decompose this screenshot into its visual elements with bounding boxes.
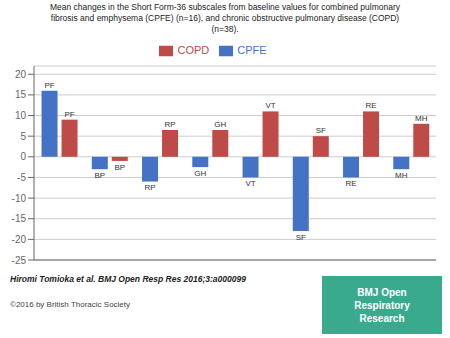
svg-text:0: 0: [20, 151, 26, 162]
svg-text:RE: RE: [345, 179, 356, 188]
html-text:Respiratory: Respiratory: [354, 299, 410, 311]
svg-text:SF: SF: [316, 126, 326, 135]
svg-text:GH: GH: [194, 169, 206, 178]
svg-text:20: 20: [15, 69, 27, 80]
svg-text:-10: -10: [12, 193, 27, 204]
svg-text:15: 15: [15, 89, 27, 100]
svg-text:-20: -20: [12, 234, 27, 245]
svg-text:10: 10: [15, 110, 27, 121]
svg-text:RE: RE: [365, 101, 376, 110]
html-text:(n=38).: (n=38).: [211, 24, 239, 34]
svg-text:-15: -15: [12, 213, 27, 224]
html-text:BMJ Open: BMJ Open: [357, 286, 407, 298]
svg-text:RP: RP: [144, 183, 155, 192]
svg-text:-5: -5: [17, 172, 26, 183]
html-text:fibrosis and emphysema (CPFE): fibrosis and emphysema (CPFE) (n=16), an…: [50, 13, 400, 23]
svg-text:MH: MH: [395, 171, 408, 180]
svg-text:5: 5: [20, 131, 26, 142]
svg-text:BP: BP: [94, 171, 105, 180]
svg-text:PF: PF: [64, 110, 74, 119]
html-text:Hiromi Tomioka et al. BMJ Open: Hiromi Tomioka et al. BMJ Open Resp Res …: [10, 274, 246, 284]
svg-text:-25: -25: [12, 255, 27, 266]
html-text:©2016 by British Thoracic Soci: ©2016 by British Thoracic Society: [10, 300, 130, 309]
svg-text:VT: VT: [265, 101, 275, 110]
html-text:Research: Research: [359, 312, 405, 324]
svg-text:GH: GH: [214, 120, 226, 129]
html-text:Mean changes in the Short Form: Mean changes in the Short Form-36 subsca…: [50, 2, 400, 12]
svg-text:PF: PF: [44, 81, 54, 90]
svg-text:VT: VT: [245, 179, 255, 188]
svg-text:MH: MH: [415, 114, 428, 123]
svg-text:RP: RP: [164, 120, 175, 129]
html-text:CPFE: CPFE: [237, 44, 267, 56]
svg-text:SF: SF: [296, 233, 306, 242]
svg-text:BP: BP: [114, 163, 125, 172]
html-text:COPD: COPD: [177, 44, 210, 56]
